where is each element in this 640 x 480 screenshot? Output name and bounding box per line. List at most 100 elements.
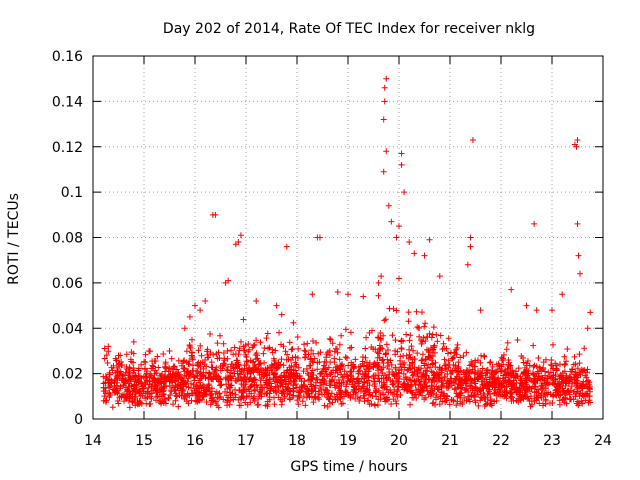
scatter-point <box>280 389 287 396</box>
scatter-point <box>223 381 230 388</box>
scatter-point <box>472 380 479 387</box>
scatter-point <box>119 373 126 379</box>
scatter-point <box>264 403 271 410</box>
scatter-point <box>421 362 428 369</box>
scatter-point <box>466 375 473 382</box>
scatter-point <box>500 377 507 384</box>
scatter-point <box>101 393 108 400</box>
scatter-point <box>390 305 397 312</box>
scatter-point <box>299 398 306 405</box>
scatter-point <box>186 341 193 348</box>
scatter-point <box>221 388 228 395</box>
scatter-point <box>382 316 389 323</box>
x-tick-label: 15 <box>135 433 153 449</box>
scatter-point <box>436 401 443 408</box>
scatter-point <box>487 359 494 366</box>
scatter-point <box>416 381 423 388</box>
scatter-point <box>208 359 215 366</box>
scatter-point <box>400 381 407 388</box>
scatter-point <box>388 361 395 368</box>
scatter-point <box>574 386 581 393</box>
scatter-point <box>238 402 245 409</box>
scatter-point <box>384 362 391 369</box>
scatter-point <box>304 385 311 392</box>
scatter-point <box>348 344 355 351</box>
scatter-point <box>429 353 436 360</box>
scatter-point <box>224 363 231 370</box>
scatter-point <box>181 396 188 403</box>
scatter-point <box>352 389 359 396</box>
scatter-point <box>412 382 419 389</box>
scatter-point <box>238 394 245 401</box>
scatter-point <box>197 342 204 349</box>
y-tick-label: 0.16 <box>52 49 83 65</box>
scatter-point <box>568 383 575 390</box>
scatter-point <box>440 391 447 398</box>
scatter-point <box>463 373 470 380</box>
scatter-point <box>171 375 178 382</box>
x-tick-label: 16 <box>186 433 204 449</box>
scatter-point <box>422 376 429 383</box>
scatter-point <box>506 359 513 366</box>
scatter-point <box>562 361 569 368</box>
scatter-point <box>416 333 423 340</box>
scatter-point <box>386 368 393 375</box>
scatter-point <box>545 369 552 376</box>
scatter-point <box>292 372 299 379</box>
scatter-point <box>331 355 338 362</box>
scatter-point <box>132 378 139 385</box>
scatter-point <box>237 395 244 402</box>
scatter-point <box>329 376 336 383</box>
scatter-point <box>561 399 568 406</box>
scatter-point <box>303 365 310 372</box>
scatter-point <box>441 356 448 363</box>
scatter-point <box>430 324 437 331</box>
scatter-point <box>228 367 235 374</box>
scatter-point <box>556 361 563 368</box>
scatter-point <box>331 382 338 389</box>
scatter-point <box>423 382 430 389</box>
scatter-point <box>377 335 384 342</box>
scatter-point <box>477 372 484 379</box>
scatter-point <box>309 376 316 383</box>
scatter-point <box>141 366 148 373</box>
scatter-point <box>584 366 591 373</box>
scatter-point <box>245 386 252 393</box>
scatter-point <box>305 372 312 379</box>
scatter-point <box>562 376 569 383</box>
scatter-point <box>502 367 509 374</box>
scatter-point <box>529 383 536 390</box>
scatter-point <box>288 378 295 385</box>
scatter-point <box>529 370 536 377</box>
scatter-point <box>491 389 498 396</box>
scatter-point <box>419 392 426 399</box>
scatter-point <box>466 368 473 375</box>
scatter-point <box>281 372 288 379</box>
scatter-point <box>576 369 583 376</box>
scatter-point <box>115 369 122 376</box>
scatter-point <box>466 398 473 405</box>
scatter-point <box>217 367 224 374</box>
scatter-point <box>106 369 113 376</box>
scatter-point <box>154 353 161 360</box>
y-tick-label: 0.14 <box>52 94 83 110</box>
scatter-point <box>349 378 356 385</box>
scatter-point <box>232 361 239 368</box>
scatter-point <box>516 384 523 391</box>
scatter-point <box>347 368 354 375</box>
scatter-point <box>463 397 470 404</box>
scatter-point <box>397 357 404 364</box>
x-tick-label: 21 <box>441 433 459 449</box>
scatter-point <box>116 372 123 379</box>
scatter-point <box>531 389 538 396</box>
roti-point <box>381 84 388 91</box>
scatter-point <box>475 391 482 398</box>
roti-point <box>385 202 392 209</box>
scatter-point <box>471 370 478 377</box>
scatter-point <box>204 354 211 361</box>
scatter-point <box>183 359 190 366</box>
scatter-point <box>460 353 467 360</box>
x-tick-label: 23 <box>543 433 561 449</box>
scatter-point <box>572 361 579 368</box>
scatter-point <box>296 394 303 401</box>
